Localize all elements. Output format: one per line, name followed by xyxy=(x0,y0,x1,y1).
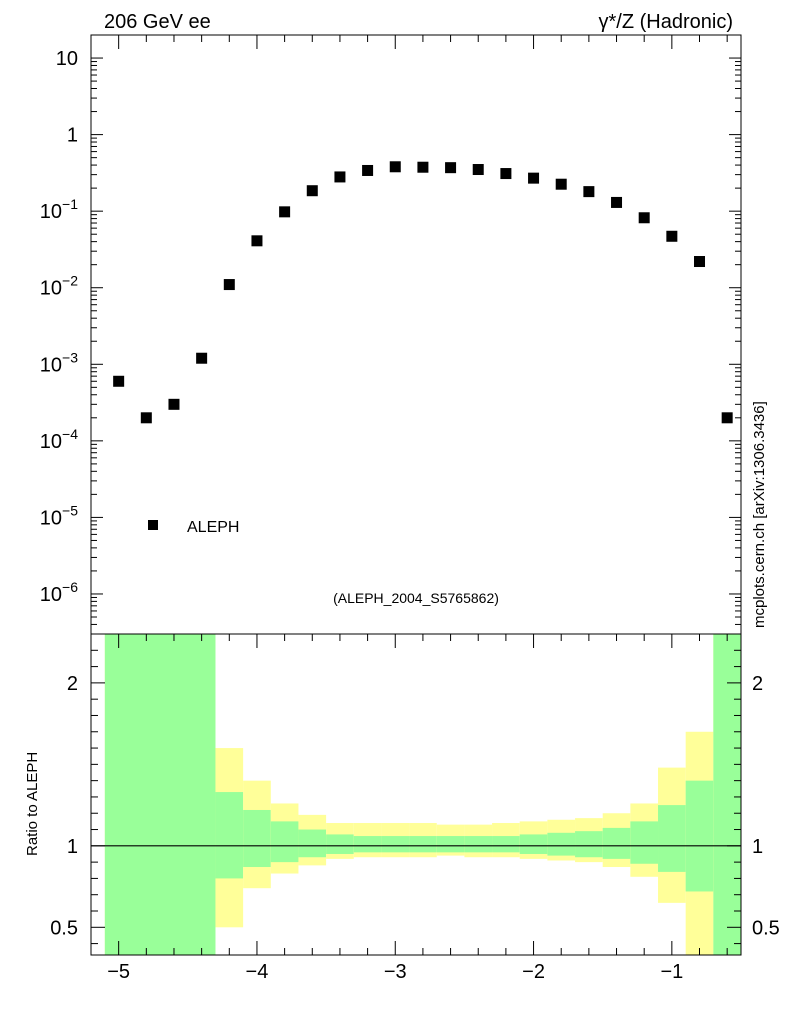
side-label: mcplots.cern.ch [arXiv:1306.3436] xyxy=(751,401,768,628)
ratio-band-inner xyxy=(436,836,465,853)
data-point xyxy=(611,196,623,208)
ratio-y-tick-label: 0.5 xyxy=(50,917,78,939)
ratio-panel-frame xyxy=(90,633,742,956)
ratio-band-inner xyxy=(492,836,520,853)
data-point xyxy=(721,412,733,424)
ratio-y-tick-label: 1 xyxy=(67,836,78,858)
analysis-label: (ALEPH_2004_S5765862) xyxy=(333,590,499,606)
data-point xyxy=(279,206,291,218)
ratio-ylabel: Ratio to ALEPH xyxy=(24,752,41,856)
data-point xyxy=(251,235,263,247)
data-point xyxy=(334,171,346,183)
header-left: 206 GeV ee xyxy=(104,11,211,33)
ratio-band-inner xyxy=(547,832,576,856)
y-tick-label: 10−3 xyxy=(40,349,78,376)
ratio-band-inner xyxy=(602,827,631,859)
ratio-band-inner xyxy=(519,834,548,854)
ratio-band-inner xyxy=(658,805,686,872)
y-tick-label: 10−6 xyxy=(40,579,78,606)
ratio-band-inner xyxy=(685,780,714,892)
y-tick-label: 1 xyxy=(67,125,78,147)
y-tick-label: 10 xyxy=(56,48,78,70)
data-point xyxy=(306,185,318,197)
x-tick-label: −1 xyxy=(660,961,683,983)
ratio-band-inner xyxy=(381,836,410,853)
x-tick-label: −5 xyxy=(107,961,130,983)
data-point xyxy=(666,230,678,242)
ratio-band-inner xyxy=(464,836,493,853)
data-point xyxy=(472,164,484,176)
ratio-band-inner xyxy=(215,792,244,879)
ratio-band-inner xyxy=(409,836,437,853)
ratio-band-inner xyxy=(713,634,741,955)
x-tick-label: −3 xyxy=(384,961,407,983)
ratio-band-inner xyxy=(104,634,216,955)
data-point xyxy=(555,178,567,190)
data-point xyxy=(362,164,374,176)
ratio-y-tick-label-right: 1 xyxy=(752,836,763,858)
ratio-y-tick-label-right: 0.5 xyxy=(752,917,780,939)
x-tick-label: −4 xyxy=(246,961,269,983)
data-point xyxy=(113,375,125,387)
data-point xyxy=(196,352,208,364)
data-point xyxy=(445,162,457,174)
ratio-band-inner xyxy=(243,809,271,868)
ratio-band-inner xyxy=(326,834,354,854)
data-point xyxy=(223,279,235,291)
ratio-y-tick-label: 2 xyxy=(67,673,78,695)
data-point xyxy=(638,212,650,224)
ratio-band-inner xyxy=(270,821,299,863)
ratio-band-inner xyxy=(630,821,659,864)
legend-label: ALEPH xyxy=(187,519,239,536)
legend-marker xyxy=(148,520,158,530)
ratio-panel-axes: −5 −4 −3 −2 −1 0.5 0.5 1 1 2 2 xyxy=(50,633,780,983)
data-point xyxy=(694,256,706,268)
ratio-bands xyxy=(104,634,741,955)
data-point xyxy=(500,168,512,180)
ratio-band-inner xyxy=(575,831,603,858)
data-point xyxy=(528,172,540,184)
header-right: γ*/Z (Hadronic) xyxy=(599,11,733,33)
data-point xyxy=(389,161,401,173)
ratio-y-tick-label-right: 2 xyxy=(752,673,763,695)
main-panel-markers xyxy=(113,161,733,424)
x-tick-label: −2 xyxy=(522,961,545,983)
data-point xyxy=(583,186,595,198)
data-point xyxy=(140,412,152,424)
data-point xyxy=(417,161,429,173)
ratio-band-inner xyxy=(353,836,382,853)
ratio-band-inner xyxy=(298,829,327,858)
data-point xyxy=(168,398,180,410)
